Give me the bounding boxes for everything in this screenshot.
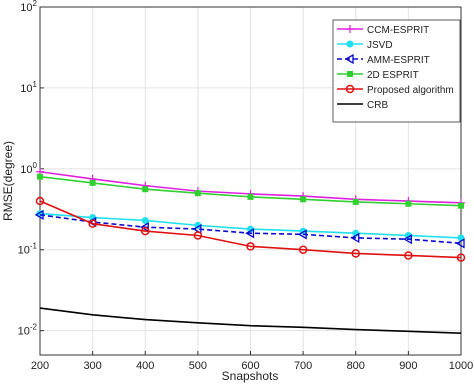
marker bbox=[37, 173, 43, 180]
y-tick-label: 101 bbox=[20, 80, 37, 95]
marker bbox=[297, 229, 307, 240]
legend-label: 2D ESPRIT bbox=[367, 70, 419, 81]
marker bbox=[345, 84, 355, 94]
marker bbox=[346, 40, 354, 48]
x-tick-label: 400 bbox=[136, 360, 154, 372]
plot-frame bbox=[39, 6, 462, 356]
x-tick-label: 1000 bbox=[449, 360, 473, 372]
marker bbox=[344, 53, 354, 65]
legend-label: CCM-ESPRIT bbox=[367, 25, 429, 36]
marker bbox=[346, 25, 354, 33]
marker bbox=[34, 209, 44, 220]
marker bbox=[246, 242, 255, 251]
marker bbox=[35, 196, 45, 206]
marker bbox=[403, 234, 413, 245]
x-axis-label: Snapshots bbox=[222, 369, 279, 383]
legend-label: Proposed algorithm bbox=[367, 85, 454, 96]
marker bbox=[456, 253, 466, 262]
marker bbox=[405, 200, 412, 207]
marker bbox=[298, 245, 308, 254]
x-tick-label: 700 bbox=[294, 360, 312, 372]
marker bbox=[193, 231, 203, 240]
marker bbox=[142, 186, 149, 193]
x-tick-label: 300 bbox=[83, 360, 101, 372]
marker bbox=[194, 190, 201, 197]
marker bbox=[347, 71, 353, 77]
x-tick-label: 800 bbox=[347, 360, 365, 372]
series-line bbox=[39, 214, 462, 245]
marker bbox=[141, 226, 150, 236]
x-tick-label: 900 bbox=[399, 360, 417, 372]
series-line bbox=[39, 307, 462, 334]
marker bbox=[141, 216, 149, 224]
marker bbox=[404, 251, 413, 260]
legend-box bbox=[332, 19, 461, 123]
y-axis-label: RMSE(degree) bbox=[1, 141, 15, 221]
marker bbox=[455, 238, 465, 249]
marker bbox=[88, 219, 97, 228]
legend-label: JSVD bbox=[367, 40, 393, 51]
marker bbox=[139, 222, 149, 233]
marker bbox=[89, 179, 96, 186]
marker bbox=[351, 249, 360, 258]
marker bbox=[245, 228, 255, 239]
marker bbox=[458, 202, 464, 209]
legend-label: AMM-ESPRIT bbox=[367, 55, 430, 66]
marker bbox=[350, 232, 360, 244]
marker bbox=[300, 196, 307, 203]
x-tick-label: 600 bbox=[241, 360, 259, 372]
marker bbox=[247, 193, 254, 200]
x-tick-label: 500 bbox=[189, 360, 207, 372]
marker bbox=[352, 198, 359, 205]
y-tick-label: 102 bbox=[20, 0, 37, 14]
marker bbox=[192, 223, 202, 235]
legend-label: CRB bbox=[367, 100, 388, 111]
y-tick-label: 10-2 bbox=[18, 323, 38, 338]
y-tick-label: 100 bbox=[20, 161, 37, 176]
series-line bbox=[39, 200, 462, 259]
y-tick-label: 10-1 bbox=[18, 242, 38, 257]
x-tick-label: 200 bbox=[31, 360, 49, 372]
